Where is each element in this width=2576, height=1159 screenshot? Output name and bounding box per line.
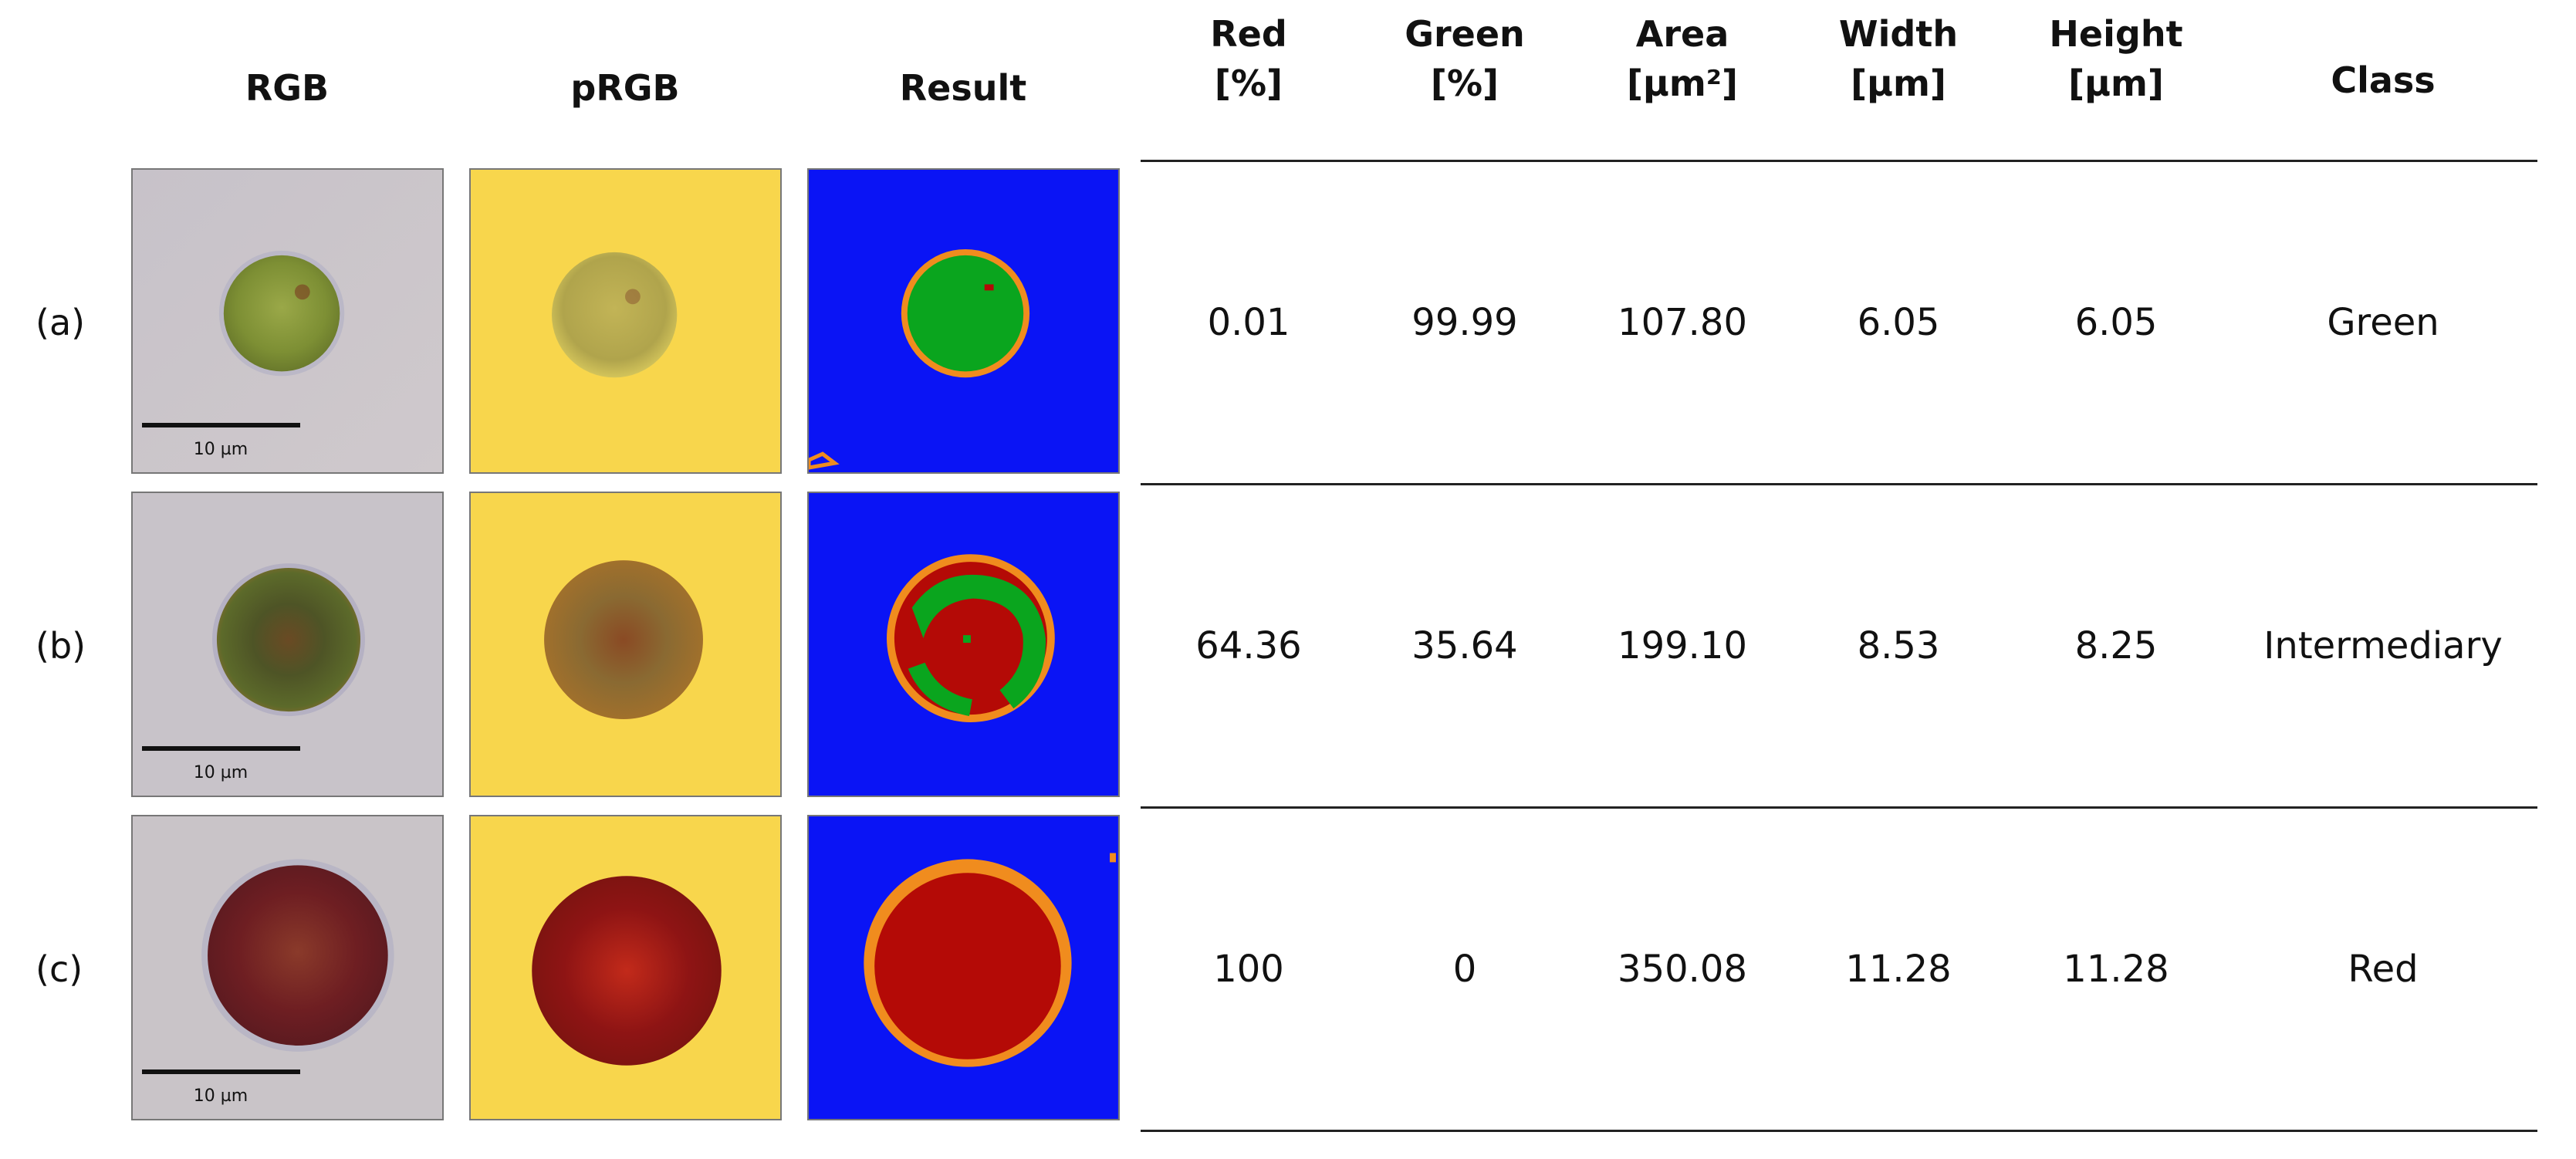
- cell-class-c: Red: [2348, 948, 2419, 991]
- table-rule-top: [1141, 160, 2537, 162]
- cell-red-b: 64.36: [1195, 624, 1302, 667]
- cell-height-b: 8.25: [2074, 624, 2158, 667]
- header-green: Green [%]: [1405, 13, 1525, 104]
- cell-red-c: 100: [1213, 948, 1284, 991]
- header-width: Width [µm]: [1838, 13, 1959, 104]
- header-height: Height [µm]: [2049, 13, 2183, 104]
- scale-bar-b: [142, 746, 300, 751]
- scale-label-c: 10 µm: [193, 1086, 248, 1106]
- cell-area-b: 199.10: [1618, 624, 1747, 667]
- result-image-c: [807, 815, 1120, 1120]
- cell-area-a: 107.80: [1618, 301, 1747, 344]
- row-label-a: (a): [35, 302, 86, 343]
- scale-bar-c: [142, 1069, 300, 1074]
- cell-height-a: 6.05: [2074, 301, 2158, 344]
- cell-green-c: 0: [1452, 948, 1477, 991]
- cell-class-a: Green: [2327, 301, 2439, 344]
- cell-class-b: Intermediary: [2263, 624, 2503, 667]
- header-prgb: pRGB: [570, 67, 680, 109]
- row-label-b: (b): [35, 625, 86, 667]
- cell-green-b: 35.64: [1411, 624, 1518, 667]
- table-rule-2: [1141, 806, 2537, 809]
- header-class: Class: [2331, 59, 2436, 101]
- rgb-image-a: [131, 168, 444, 474]
- cell-green-a: 99.99: [1411, 301, 1518, 344]
- cell-width-b: 8.53: [1857, 624, 1940, 667]
- header-red: Red [%]: [1210, 13, 1287, 104]
- cell-width-c: 11.28: [1845, 948, 1952, 991]
- rgb-image-b: [131, 492, 444, 797]
- table-rule-bottom: [1141, 1130, 2537, 1132]
- prgb-image-b: [469, 492, 782, 797]
- cell-width-a: 6.05: [1857, 301, 1940, 344]
- prgb-image-c: [469, 815, 782, 1120]
- table-rule-1: [1141, 483, 2537, 485]
- row-label-c: (c): [35, 948, 83, 990]
- header-result: Result: [899, 67, 1027, 109]
- header-rgb: RGB: [245, 67, 330, 109]
- header-area: Area [µm²]: [1627, 13, 1738, 104]
- cell-area-c: 350.08: [1618, 948, 1747, 991]
- rgb-image-c: [131, 815, 444, 1120]
- scale-label-b: 10 µm: [193, 763, 248, 782]
- scale-label-a: 10 µm: [193, 440, 248, 459]
- result-image-a: [807, 168, 1120, 474]
- result-image-b: [807, 492, 1120, 797]
- scale-bar-a: [142, 423, 300, 427]
- prgb-image-a: [469, 168, 782, 474]
- cell-height-c: 11.28: [2063, 948, 2169, 991]
- cell-red-a: 0.01: [1207, 301, 1290, 344]
